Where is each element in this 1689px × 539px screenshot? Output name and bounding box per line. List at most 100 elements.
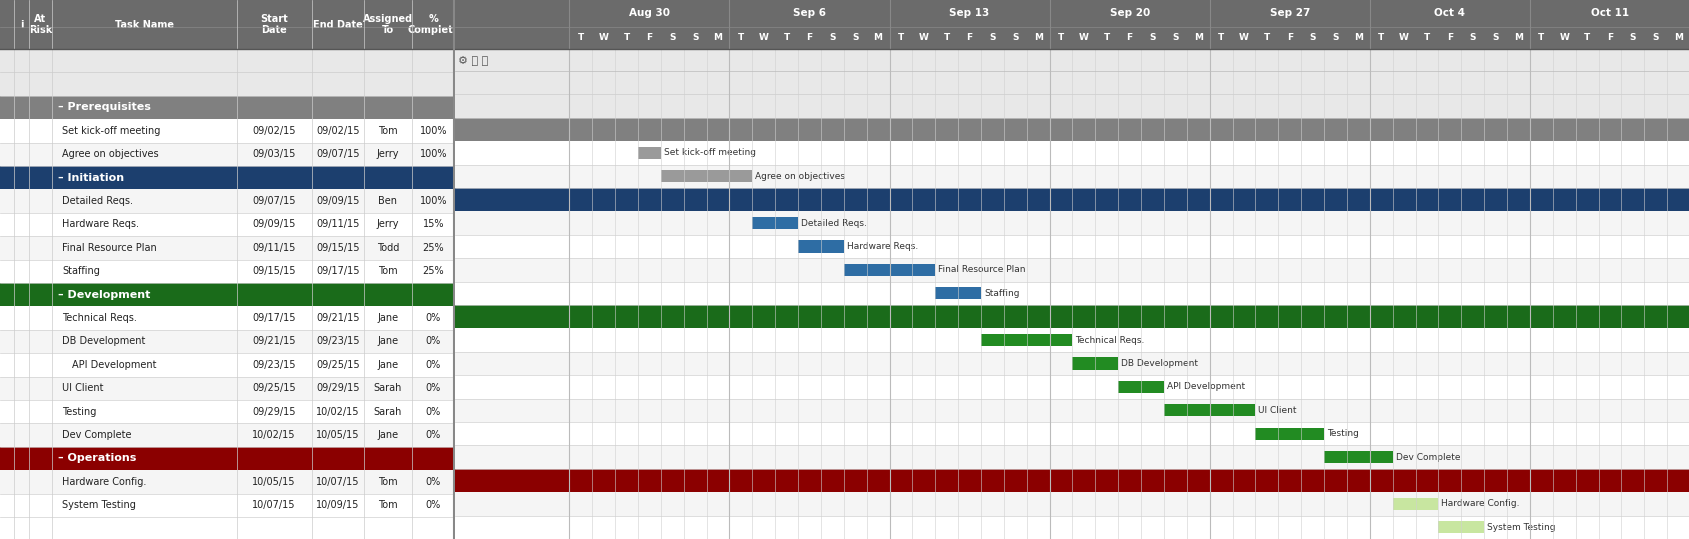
Bar (454, 0, 1689, 27)
Text: S: S (829, 33, 834, 43)
Text: Technical Reqs.: Technical Reqs. (62, 313, 137, 323)
Text: Jerry: Jerry (377, 219, 399, 230)
Text: 09/11/15: 09/11/15 (316, 219, 360, 230)
Text: M: M (1034, 33, 1042, 43)
Bar (0, 166, 454, 189)
Text: 09/23/15: 09/23/15 (316, 336, 360, 347)
Text: 10/05/15: 10/05/15 (252, 477, 296, 487)
Bar (752, 217, 797, 229)
Bar (0, 72, 454, 96)
Text: 0%: 0% (426, 360, 441, 370)
Text: 10/02/15: 10/02/15 (316, 407, 360, 417)
Text: Hardware Reqs.: Hardware Reqs. (846, 242, 917, 251)
Bar (454, 469, 1689, 492)
Text: 09/29/15: 09/29/15 (252, 407, 296, 417)
Text: API Development: API Development (1167, 382, 1245, 391)
Text: Sarah: Sarah (373, 383, 402, 393)
Text: 09/21/15: 09/21/15 (252, 336, 296, 347)
Text: 09/25/15: 09/25/15 (252, 383, 296, 393)
Bar (454, 27, 1689, 49)
Text: Set kick-off meeting: Set kick-off meeting (62, 126, 160, 136)
Bar (0, 306, 454, 330)
Bar (0, 447, 454, 470)
Text: Testing: Testing (1326, 429, 1358, 438)
Text: Jane: Jane (377, 336, 399, 347)
Bar (0, 260, 454, 283)
Text: Hardware Config.: Hardware Config. (62, 477, 147, 487)
Text: 10/05/15: 10/05/15 (316, 430, 360, 440)
Text: S: S (1149, 33, 1155, 43)
Text: T: T (1424, 33, 1429, 43)
Bar (1392, 498, 1437, 510)
Text: F: F (1285, 33, 1292, 43)
Text: 0%: 0% (426, 383, 441, 393)
Bar (454, 516, 1689, 539)
Text: S: S (851, 33, 858, 43)
Bar (454, 118, 1689, 141)
Text: 09/15/15: 09/15/15 (316, 243, 360, 253)
Bar (454, 141, 1689, 164)
Text: 0%: 0% (426, 477, 441, 487)
Text: System Testing: System Testing (62, 500, 137, 510)
Bar (454, 305, 1689, 328)
Text: T: T (1537, 33, 1544, 43)
Text: W: W (1078, 33, 1088, 43)
Text: Jerry: Jerry (377, 149, 399, 160)
Text: Final Resource Plan: Final Resource Plan (62, 243, 157, 253)
Text: S: S (1331, 33, 1338, 43)
Text: Todd: Todd (377, 243, 399, 253)
Bar (934, 287, 980, 299)
Text: 10/07/15: 10/07/15 (316, 477, 360, 487)
Bar (1322, 451, 1392, 463)
Text: M: M (713, 33, 723, 43)
Bar (454, 352, 1689, 375)
Text: W: W (598, 33, 608, 43)
Text: Assigned
To: Assigned To (363, 13, 412, 35)
Bar (0, 330, 454, 353)
Text: M: M (1192, 33, 1203, 43)
Text: API Development: API Development (73, 360, 157, 370)
Text: S: S (1469, 33, 1474, 43)
Bar (0, 400, 454, 424)
Text: T: T (1103, 33, 1110, 43)
Text: 25%: 25% (422, 243, 444, 253)
Bar (1118, 381, 1164, 393)
Bar (0, 49, 454, 72)
Text: DB Development: DB Development (62, 336, 145, 347)
Text: Sep 13: Sep 13 (949, 9, 990, 18)
Text: i: i (20, 19, 24, 30)
Text: Sep 6: Sep 6 (792, 9, 826, 18)
Text: UI Client: UI Client (1258, 406, 1295, 415)
Text: F: F (645, 33, 652, 43)
Text: Ben: Ben (378, 196, 397, 206)
Text: Tom: Tom (378, 477, 397, 487)
Text: Jane: Jane (377, 360, 399, 370)
Text: – Prerequisites: – Prerequisites (59, 102, 150, 113)
Text: ⚙ 🔍 🔎: ⚙ 🔍 🔎 (458, 55, 488, 65)
Bar (454, 399, 1689, 422)
Text: System Testing: System Testing (1486, 523, 1556, 532)
Bar (454, 281, 1689, 305)
Text: DB Development: DB Development (1120, 359, 1198, 368)
Text: Set kick-off meeting: Set kick-off meeting (664, 148, 755, 157)
Text: Staffing: Staffing (983, 289, 1018, 298)
Bar (843, 264, 934, 276)
Bar (0, 470, 454, 494)
Text: S: S (1309, 33, 1316, 43)
Text: – Initiation: – Initiation (59, 172, 125, 183)
Text: 09/09/15: 09/09/15 (316, 196, 360, 206)
Text: T: T (738, 33, 743, 43)
Text: S: S (691, 33, 698, 43)
Text: 0%: 0% (426, 313, 441, 323)
Text: End Date: End Date (312, 19, 363, 30)
Text: M: M (873, 33, 882, 43)
Text: Jane: Jane (377, 430, 399, 440)
Text: 100%: 100% (419, 149, 448, 160)
Bar (0, 143, 454, 166)
Text: 09/03/15: 09/03/15 (252, 149, 296, 160)
Text: F: F (1446, 33, 1453, 43)
Text: Detailed Reqs.: Detailed Reqs. (62, 196, 133, 206)
Bar (0, 236, 454, 260)
Text: W: W (1559, 33, 1567, 43)
Text: S: S (988, 33, 995, 43)
